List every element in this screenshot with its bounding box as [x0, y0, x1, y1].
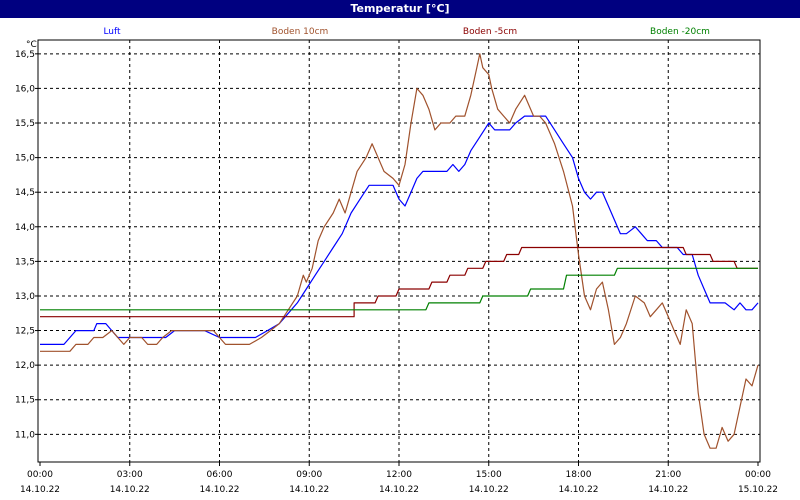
legend: Luft Boden 10cm Boden -5cm Boden -20cm	[103, 27, 710, 37]
y-tick-label: 11,0	[15, 430, 35, 440]
y-tick-label: 12,0	[15, 361, 35, 371]
x-tick-date: 14.10.22	[289, 485, 329, 495]
y-tick-label: 15,0	[15, 154, 35, 164]
x-tick-time: 00:00	[745, 470, 771, 480]
y-axis: 11,0 11,5 12,0 12,5 13,0 13,5 14,0 14,5 15,0 15,5…	[15, 50, 38, 440]
legend-item-2: Boden -5cm	[463, 27, 517, 37]
x-axis: 00:00 14.10.22 03:00 14.10.22 06:00 14.10.22 0…	[20, 462, 778, 495]
y-tick-label: 12,5	[15, 327, 35, 337]
x-tick-time: 03:00	[117, 470, 143, 480]
x-tick-date: 14.10.22	[558, 485, 598, 495]
x-tick-time: 06:00	[207, 470, 233, 480]
x-tick-date: 15.10.22	[738, 485, 778, 495]
y-axis-label: °C	[26, 40, 37, 50]
series-line-3	[40, 267, 758, 311]
y-tick-label: 14,5	[15, 188, 35, 198]
series-line-2	[40, 246, 758, 318]
x-tick-time: 00:00	[27, 470, 53, 480]
x-tick-date: 14.10.22	[379, 485, 419, 495]
y-tick-label: 16,5	[15, 50, 35, 60]
x-tick-date: 14.10.22	[469, 485, 509, 495]
grid	[38, 40, 760, 462]
chart-title: Temperatur [°C]	[0, 0, 800, 18]
legend-item-1: Boden 10cm	[272, 27, 329, 37]
y-tick-label: 13,0	[15, 292, 35, 302]
x-tick-date: 14.10.22	[110, 485, 150, 495]
legend-item-0: Luft	[103, 27, 121, 37]
y-tick-label: 11,5	[15, 396, 35, 406]
x-tick-time: 15:00	[476, 470, 502, 480]
x-tick-time: 12:00	[386, 470, 412, 480]
series-layer	[40, 53, 759, 449]
x-tick-time: 18:00	[566, 470, 592, 480]
x-tick-date: 14.10.22	[199, 485, 239, 495]
y-tick-label: 16,0	[15, 84, 35, 94]
y-tick-label: 15,5	[15, 119, 35, 129]
series-line-1	[40, 53, 759, 449]
x-tick-date: 14.10.22	[648, 485, 688, 495]
y-tick-label: 14,0	[15, 223, 35, 233]
x-tick-time: 21:00	[655, 470, 681, 480]
x-tick-date: 14.10.22	[20, 485, 60, 495]
legend-item-3: Boden -20cm	[650, 27, 710, 37]
y-tick-label: 13,5	[15, 257, 35, 267]
x-tick-time: 09:00	[296, 470, 322, 480]
